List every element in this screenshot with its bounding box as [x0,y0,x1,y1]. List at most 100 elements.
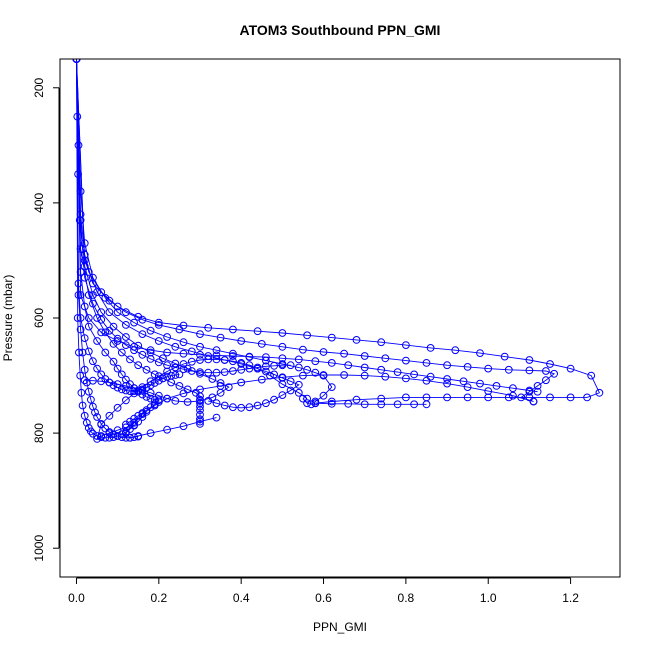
data-point [126,355,134,364]
data-point [476,349,484,358]
data-point [257,375,266,384]
data-point [327,397,336,406]
data-point [443,375,452,383]
x-tick-label: 0.0 [68,591,85,605]
data-point [122,420,130,429]
data-point [381,354,390,363]
data-point [533,382,542,390]
data-point [113,337,122,345]
x-axis: 0.0 0.2 0.4 0.6 0.8 1.0 1.2 [68,577,579,605]
data-point [134,386,143,395]
data-point [97,420,106,428]
data-point [303,399,312,408]
data-point [183,364,192,373]
data-point [303,365,312,374]
data-point [266,371,274,380]
data-point [278,329,287,337]
data-point [87,395,95,404]
data-point [122,321,130,329]
data-point [237,378,246,387]
data-point [402,356,410,365]
data-point [89,357,97,366]
data-point [377,394,386,403]
data-point [319,371,328,380]
data-point [146,377,155,386]
data-point [196,330,204,339]
plot-box [59,58,621,578]
data-point [196,356,204,364]
data-series [72,59,295,377]
data-point [262,353,270,362]
data-point [84,322,93,331]
data-point [426,344,435,352]
data-series [72,59,558,406]
series-line [76,59,230,403]
data-point [196,410,204,419]
data-point [113,403,122,412]
data-point [175,325,184,334]
data-point [80,239,89,248]
data-point [93,364,101,373]
data-point [163,394,172,403]
data-point [80,365,89,374]
data-point [237,365,246,374]
series-line [76,59,291,374]
data-point [294,380,303,389]
data-point [529,397,538,406]
data-point [196,368,204,377]
data-point [229,352,237,360]
data-point [130,318,139,327]
data-point [476,379,484,388]
data-point [154,358,163,367]
data-point [138,315,147,324]
data-point [101,433,110,442]
data-point [154,318,163,327]
data-point [113,364,122,373]
series-line [76,59,139,439]
data-point [402,374,410,383]
data-series [72,59,303,412]
series-line [315,402,427,405]
data-point [212,355,221,364]
data-point [344,399,353,408]
data-point [105,296,114,305]
data-point [72,59,81,63]
data-point [278,374,287,382]
data-point [142,365,151,374]
data-series [72,59,163,429]
data-point [237,337,246,345]
data-point [150,379,159,387]
data-series [72,59,542,396]
data-point [360,363,369,372]
data-point [484,393,493,402]
data-point [138,350,147,359]
data-point [84,314,93,322]
data-point [443,393,452,402]
data-point [278,354,287,363]
x-tick-label: 1.0 [480,591,497,605]
data-point [311,368,320,377]
data-point [138,390,147,399]
data-point [76,325,85,334]
data-point [154,321,163,329]
data-point [175,370,184,379]
data-point [130,387,139,396]
data-point [270,361,279,370]
data-point [381,372,390,381]
data-point [105,428,114,436]
data-point [352,395,361,404]
data-point [426,372,435,381]
data-point [307,400,316,409]
x-tick-label: 0.8 [398,591,415,605]
data-point [196,406,204,415]
data-point [150,395,159,404]
data-point [216,333,225,342]
data-point [146,394,155,403]
data-point [224,383,233,392]
data-point [319,348,328,356]
data-point [278,391,287,400]
data-point [270,395,279,404]
data-point [216,379,225,387]
data-point [109,433,118,442]
